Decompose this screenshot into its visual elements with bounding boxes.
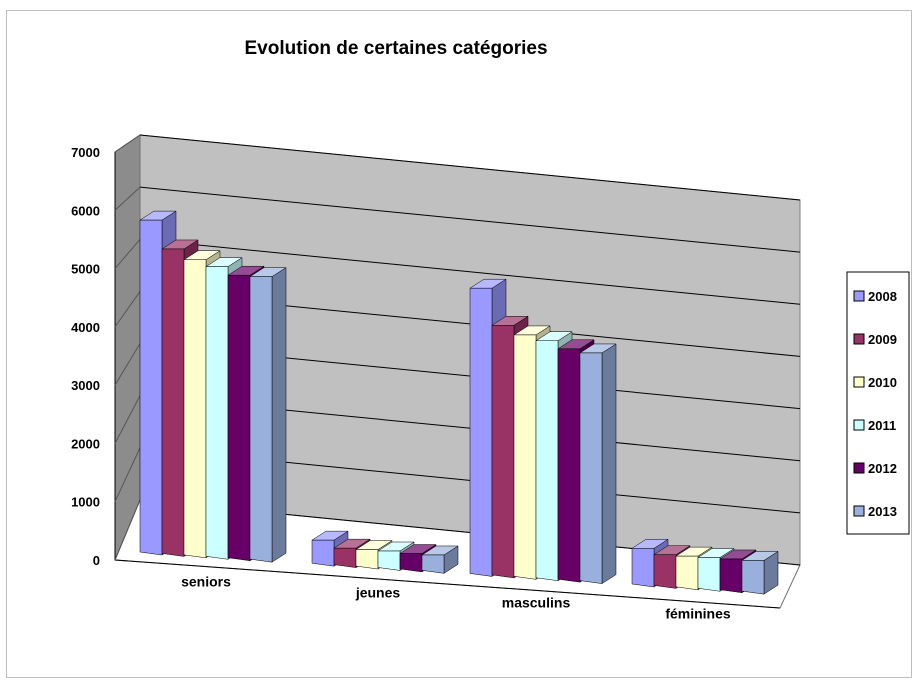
y-tick-label: 2000	[71, 436, 100, 451]
x-category-label: jeunes	[355, 584, 401, 600]
side-gridline	[114, 395, 141, 444]
gridline	[139, 134, 801, 201]
legend-item-2011: 2011	[853, 418, 896, 433]
bar-seniors-2013	[249, 267, 287, 563]
y-tick-label: 6000	[71, 203, 100, 218]
side-gridline	[114, 499, 141, 561]
legend-swatch	[853, 505, 865, 517]
side-gridline	[114, 447, 141, 502]
legend-item-2010: 2010	[853, 375, 897, 390]
y-tick-label: 4000	[71, 320, 100, 335]
side-gridline	[114, 343, 141, 386]
legend-box	[846, 271, 910, 535]
legend-label: 2013	[868, 504, 897, 519]
side-gridline	[114, 186, 141, 211]
y-tick-label: 3000	[71, 378, 100, 393]
legend-item-2012: 2012	[853, 461, 897, 476]
x-category-label: masculins	[502, 595, 571, 611]
legend-label: 2012	[868, 461, 897, 476]
x-category-label: féminines	[665, 605, 731, 621]
x-category-label: seniors	[181, 573, 231, 589]
y-tick-label: 0	[93, 553, 100, 568]
y-axis-ticks: 0 1000 2000 3000 4000 5000 6000 7000	[71, 145, 100, 568]
legend-swatch	[853, 462, 865, 474]
legend-swatch	[853, 290, 865, 302]
bar-jeunes-2013	[421, 545, 459, 574]
side-gridline	[114, 134, 141, 153]
y-tick-label: 1000	[71, 495, 100, 510]
legend-item-2013: 2013	[853, 504, 897, 519]
legend-label: 2009	[868, 332, 897, 347]
y-tick-label: 7000	[71, 145, 100, 160]
legend-label: 2010	[868, 375, 897, 390]
x-axis-categories: seniors jeunes masculins féminines	[181, 573, 731, 621]
bar-féminines-2013	[741, 550, 779, 595]
bar-masculins-2013	[579, 343, 617, 585]
y-tick-label: 5000	[71, 262, 100, 277]
legend-swatch	[853, 376, 865, 388]
gridline	[139, 238, 801, 305]
legend-item-2008: 2008	[853, 289, 897, 304]
legend-label: 2008	[868, 289, 897, 304]
legend-item-2009: 2009	[853, 332, 897, 347]
x-axis-line	[114, 559, 781, 609]
legend-swatch	[853, 333, 865, 345]
chart-title: Evolution de certaines catégories	[244, 38, 547, 59]
legend-label: 2011	[868, 418, 896, 433]
bars	[139, 210, 779, 595]
legend-swatch	[853, 419, 865, 431]
gridline	[139, 186, 801, 253]
legend: 2008 2009 2010 2011 2012 2013	[846, 271, 910, 535]
side-gridline	[114, 238, 141, 269]
side-gridline	[114, 291, 141, 328]
